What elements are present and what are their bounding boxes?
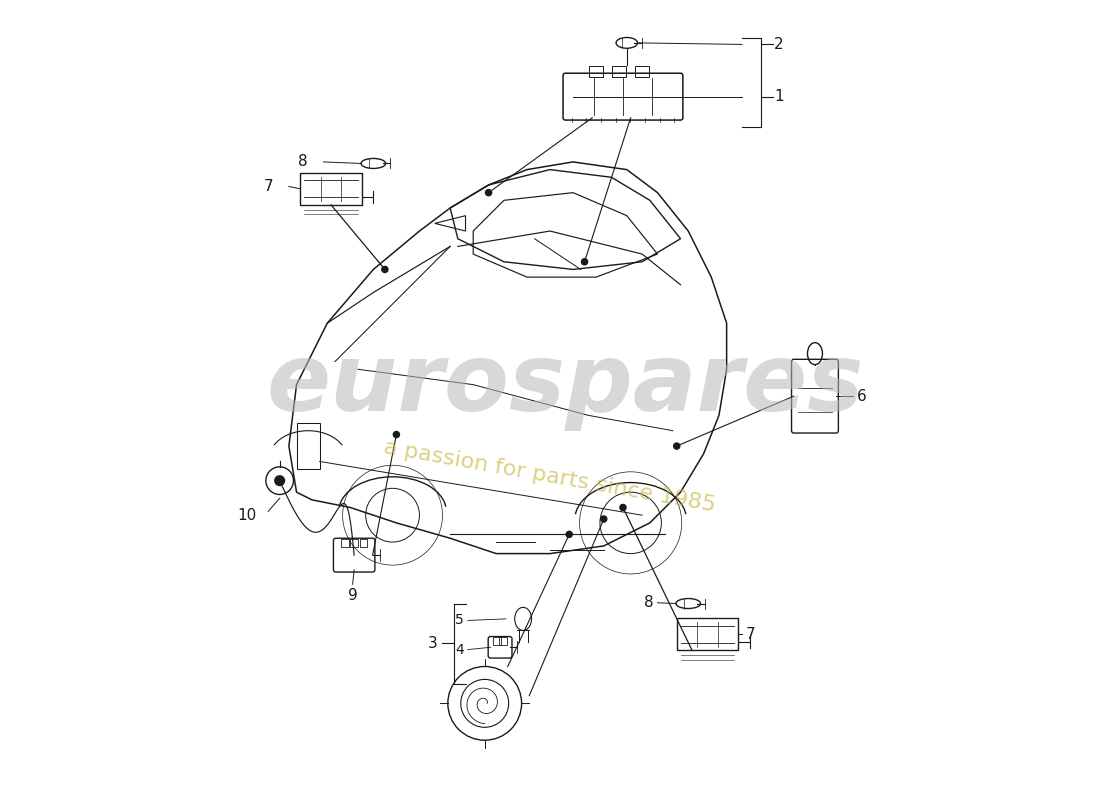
Text: 7: 7 xyxy=(264,179,274,194)
Bar xyxy=(590,66,603,77)
Bar xyxy=(635,66,649,77)
Text: a passion for parts since 1985: a passion for parts since 1985 xyxy=(383,438,717,516)
Text: 2: 2 xyxy=(774,37,784,52)
Text: 6: 6 xyxy=(857,389,867,404)
Circle shape xyxy=(673,443,680,449)
Circle shape xyxy=(394,431,399,438)
Bar xyxy=(493,638,500,645)
Text: 1: 1 xyxy=(774,89,784,104)
Circle shape xyxy=(566,531,572,538)
Circle shape xyxy=(620,505,626,510)
Text: 5: 5 xyxy=(455,614,464,627)
Text: 7: 7 xyxy=(746,626,756,642)
Circle shape xyxy=(275,476,285,486)
Bar xyxy=(341,539,349,546)
Text: 9: 9 xyxy=(348,588,358,603)
Text: 4: 4 xyxy=(455,642,464,657)
Circle shape xyxy=(582,258,587,265)
Text: eurospares: eurospares xyxy=(266,338,865,430)
Circle shape xyxy=(601,516,607,522)
Bar xyxy=(499,638,507,645)
Circle shape xyxy=(485,190,492,196)
Text: 3: 3 xyxy=(428,636,437,651)
Bar xyxy=(350,539,358,546)
Text: 8: 8 xyxy=(645,595,653,610)
Bar xyxy=(360,539,367,546)
Text: 10: 10 xyxy=(238,508,256,522)
Bar xyxy=(613,66,626,77)
Text: 8: 8 xyxy=(298,154,308,170)
Circle shape xyxy=(382,266,388,273)
